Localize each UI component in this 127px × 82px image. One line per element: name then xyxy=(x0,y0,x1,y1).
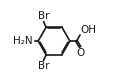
Text: Br: Br xyxy=(38,11,49,21)
Text: H₂N: H₂N xyxy=(13,36,33,46)
Text: O: O xyxy=(76,48,84,58)
Text: OH: OH xyxy=(80,25,96,35)
Text: Br: Br xyxy=(38,61,49,71)
